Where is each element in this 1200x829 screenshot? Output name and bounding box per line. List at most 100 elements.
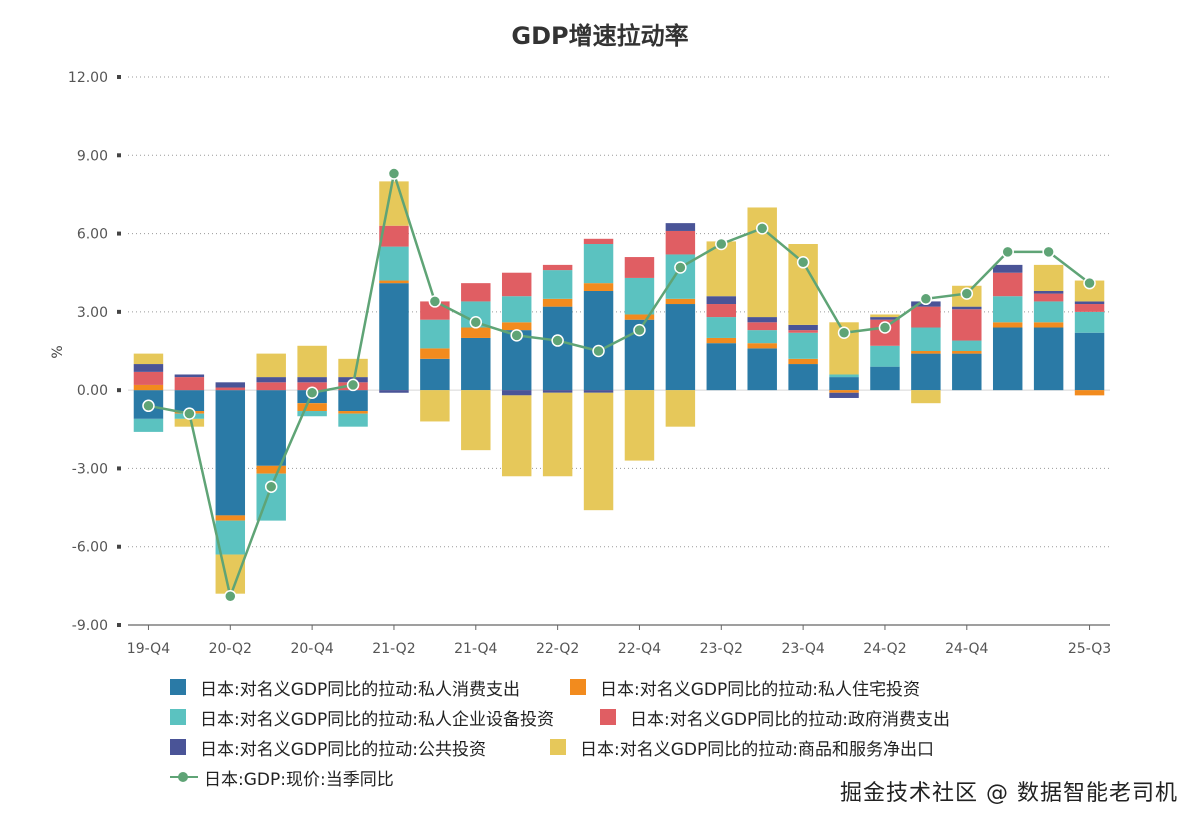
- line-point: [551, 334, 564, 347]
- x-tick-label: 25-Q3: [1068, 641, 1111, 657]
- legend-swatch: [550, 739, 566, 755]
- legend-swatch: [170, 709, 186, 725]
- bar-segment: [992, 272, 1023, 297]
- bar-segment: [501, 390, 532, 396]
- bar-segment: [952, 340, 982, 351]
- bar-segment: [870, 345, 900, 367]
- bar-segment: [297, 382, 327, 391]
- legend-item-gdp-line[interactable]: 日本:GDP:现价:当季同比: [170, 765, 394, 790]
- bar-segment: [542, 390, 573, 393]
- y-tick-label: 12.00: [68, 70, 108, 86]
- bar-segment: [501, 322, 532, 331]
- bar-segment: [133, 364, 164, 372]
- line-point: [1083, 276, 1096, 290]
- bar-segment: [583, 238, 614, 245]
- x-tick-label: 23-Q2: [700, 641, 743, 657]
- x-tick-label: 24-Q2: [863, 641, 906, 657]
- y-tick-mark: [117, 388, 121, 393]
- legend-swatch: [600, 709, 616, 725]
- bar-segment: [542, 264, 573, 271]
- bar-segment: [215, 382, 246, 388]
- bar-segment: [624, 277, 655, 315]
- bar-segment: [665, 230, 696, 255]
- bar-segment: [992, 264, 1023, 273]
- bar-segment: [1074, 332, 1105, 391]
- gridlines: [128, 76, 1110, 626]
- line-point: [674, 261, 687, 274]
- bar-segment: [542, 392, 573, 477]
- bar-segment: [706, 343, 737, 391]
- bar-segment: [501, 395, 532, 477]
- y-tick-mark: [117, 75, 121, 79]
- bar-segment: [911, 390, 941, 404]
- legend-item-housing[interactable]: 日本:对名义GDP同比的拉动:私人住宅投资: [570, 675, 920, 700]
- line-point: [919, 292, 933, 306]
- bar-segment: [1033, 264, 1064, 291]
- legend-item-netexport[interactable]: 日本:对名义GDP同比的拉动:商品和服务净出口: [550, 735, 934, 760]
- bar-segment: [379, 280, 409, 284]
- line-point: [715, 237, 728, 251]
- bar-segment: [911, 327, 941, 351]
- bar-segment: [256, 382, 286, 391]
- bar-segment: [1033, 327, 1064, 391]
- bar-segment: [788, 324, 818, 331]
- legend: 日本:对名义GDP同比的拉动:私人消费支出 日本:对名义GDP同比的拉动:私人住…: [170, 672, 1070, 792]
- line-point: [878, 321, 892, 334]
- bar-segment: [706, 304, 737, 318]
- y-tick-label: 0.00: [77, 383, 108, 399]
- bar-segment: [665, 298, 696, 305]
- x-tick-label: 22-Q4: [618, 641, 661, 657]
- line-point: [142, 399, 155, 413]
- legend-swatch: [170, 679, 186, 695]
- bar-segment: [133, 384, 164, 391]
- y-tick-mark: [117, 231, 121, 236]
- bar-segment: [379, 246, 409, 281]
- bar-segment: [420, 358, 450, 391]
- bar-segment: [256, 465, 286, 474]
- bar-segment: [297, 403, 327, 412]
- legend-item-consumption[interactable]: 日本:对名义GDP同比的拉动:私人消费支出: [170, 675, 570, 700]
- line-point: [1001, 245, 1014, 259]
- chart-title: GDP增速拉动率: [511, 22, 688, 50]
- line-point: [796, 256, 810, 269]
- legend-item-public[interactable]: 日本:对名义GDP同比的拉动:公共投资: [170, 735, 550, 760]
- bar-segment: [174, 374, 205, 378]
- bar-segment: [706, 337, 737, 344]
- line-point: [633, 323, 646, 337]
- watermark: 掘金技术社区 @ 数据智能老司机: [840, 781, 1178, 806]
- bar-segment: [133, 418, 164, 432]
- bar-segment: [297, 411, 327, 417]
- bar-segment: [256, 377, 286, 383]
- legend-item-gov[interactable]: 日本:对名义GDP同比的拉动:政府消费支出: [600, 705, 950, 730]
- legend-label: 日本:对名义GDP同比的拉动:商品和服务净出口: [580, 739, 934, 760]
- bar-segment: [133, 353, 164, 365]
- bar-segment: [1074, 304, 1105, 312]
- y-tick-label: -3.00: [72, 461, 108, 477]
- bar-segment: [829, 374, 859, 378]
- bar-segment: [501, 296, 532, 323]
- x-tick-label: 21-Q4: [454, 641, 497, 657]
- legend-label: 日本:对名义GDP同比的拉动:政府消费支出: [630, 709, 950, 730]
- bar-segment: [583, 283, 614, 291]
- bar-segment: [461, 327, 491, 338]
- line-point: [592, 344, 605, 358]
- x-tick-label: 20-Q4: [290, 641, 333, 657]
- bar-segment: [338, 358, 368, 378]
- bar-segment: [1033, 322, 1064, 328]
- bar-segment: [788, 330, 818, 333]
- bar-segment: [747, 317, 777, 323]
- bar-segment: [665, 223, 696, 231]
- x-tick-label: 21-Q2: [372, 641, 415, 657]
- y-tick-label: -6.00: [72, 540, 108, 556]
- legend-item-capex[interactable]: 日本:对名义GDP同比的拉动:私人企业设备投资: [170, 705, 570, 730]
- bar-segment: [215, 554, 246, 594]
- bar-segment: [1074, 311, 1105, 333]
- bar-segment: [624, 257, 655, 278]
- bar-segment: [870, 314, 900, 318]
- x-axis: 19-Q4 20-Q2 20-Q4 21-Q2 21-Q4 22-Q2 22-Q4 23-Q2…: [127, 624, 1111, 657]
- bar-segment: [992, 322, 1023, 328]
- line-point: [305, 386, 319, 400]
- bar-segment: [1033, 301, 1064, 323]
- bar-segment: [952, 353, 982, 391]
- legend-label: 日本:对名义GDP同比的拉动:私人消费支出: [200, 679, 520, 700]
